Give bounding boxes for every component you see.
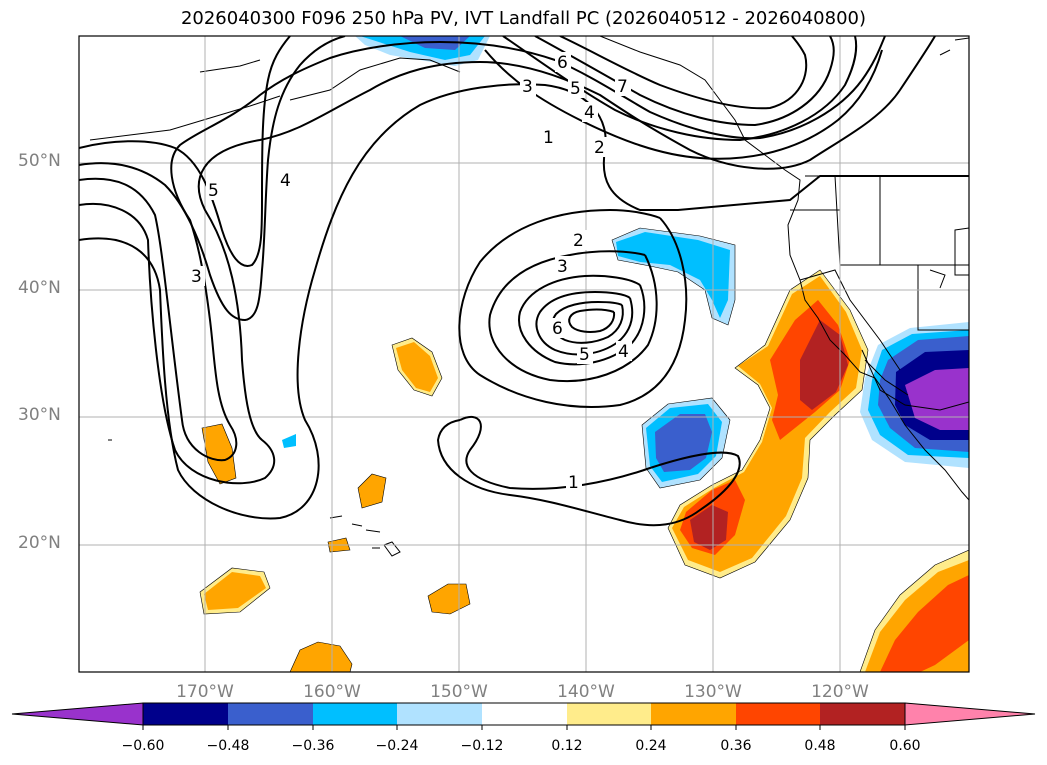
colorbar-tick-label: 0.48 — [804, 738, 836, 754]
contour-label: 6 — [557, 53, 568, 73]
colorbar-tick-label: 0.12 — [551, 738, 583, 754]
contour-labels: 5 4 3 3 6 5 4 7 1 2 2 3 6 5 4 1 — [189, 52, 632, 493]
pc-shading — [200, 36, 969, 672]
lon-label-170w: 170°W — [176, 682, 234, 702]
contour-label: 4 — [280, 171, 291, 191]
contour-label: 6 — [552, 319, 563, 339]
colorbar-tick-label: 0.60 — [889, 738, 921, 754]
colorbar-extend-min — [11, 702, 144, 726]
contour-label: 1 — [543, 128, 554, 148]
lat-label-40n: 40°N — [18, 278, 61, 298]
gridlines — [79, 36, 969, 672]
colorbar-tick-label: 0.24 — [635, 738, 667, 754]
colorbar-bin — [313, 703, 397, 725]
contour-label: 5 — [570, 79, 581, 99]
colorbar-tick-label: −0.60 — [121, 738, 165, 754]
map-frame — [78, 35, 970, 673]
colorbar-bin — [397, 703, 482, 725]
colorbar-bin — [143, 703, 228, 725]
contour-label: 2 — [573, 231, 584, 251]
contour-label: 7 — [617, 77, 628, 97]
colorbar-tick-label: −0.36 — [291, 738, 335, 754]
colorbar-tick-label: 0.36 — [720, 738, 752, 754]
lon-label-160w: 160°W — [303, 682, 361, 702]
colorbar-bin — [651, 703, 736, 725]
contour-label: 5 — [208, 181, 219, 201]
colorbar-bin — [820, 703, 905, 725]
contour-label: 2 — [594, 138, 605, 158]
map-title: 2026040300 F096 250 hPa PV, IVT Landfall… — [180, 8, 867, 29]
lat-label-30n: 30°N — [18, 405, 61, 425]
contour-label: 1 — [568, 473, 579, 493]
lon-label-130w: 130°W — [684, 682, 742, 702]
colorbar-tick-label: −0.48 — [206, 738, 250, 754]
contour-label: 3 — [522, 77, 533, 97]
colorbar-tick-label: −0.24 — [375, 738, 419, 754]
contour-label: 3 — [191, 267, 202, 287]
lon-label-120w: 120°W — [811, 682, 869, 702]
contour-label: 3 — [557, 257, 568, 277]
colorbar-extend-max — [904, 702, 1036, 726]
colorbar-frame — [142, 702, 906, 726]
colorbar-bin — [482, 703, 567, 725]
contour-label: 4 — [584, 103, 595, 123]
lon-label-140w: 140°W — [557, 682, 615, 702]
lat-label-20n: 20°N — [18, 533, 61, 553]
colorbar-tick-label: −0.12 — [460, 738, 504, 754]
contour-label: 4 — [618, 342, 629, 362]
colorbar-bin — [736, 703, 820, 725]
colorbar — [11, 702, 1036, 730]
colorbar-bin — [567, 703, 651, 725]
colorbar-bin — [228, 703, 313, 725]
lon-label-150w: 150°W — [430, 682, 488, 702]
colorbar-ticks — [142, 725, 906, 730]
lat-label-50n: 50°N — [18, 151, 61, 171]
contour-label: 5 — [579, 345, 590, 365]
